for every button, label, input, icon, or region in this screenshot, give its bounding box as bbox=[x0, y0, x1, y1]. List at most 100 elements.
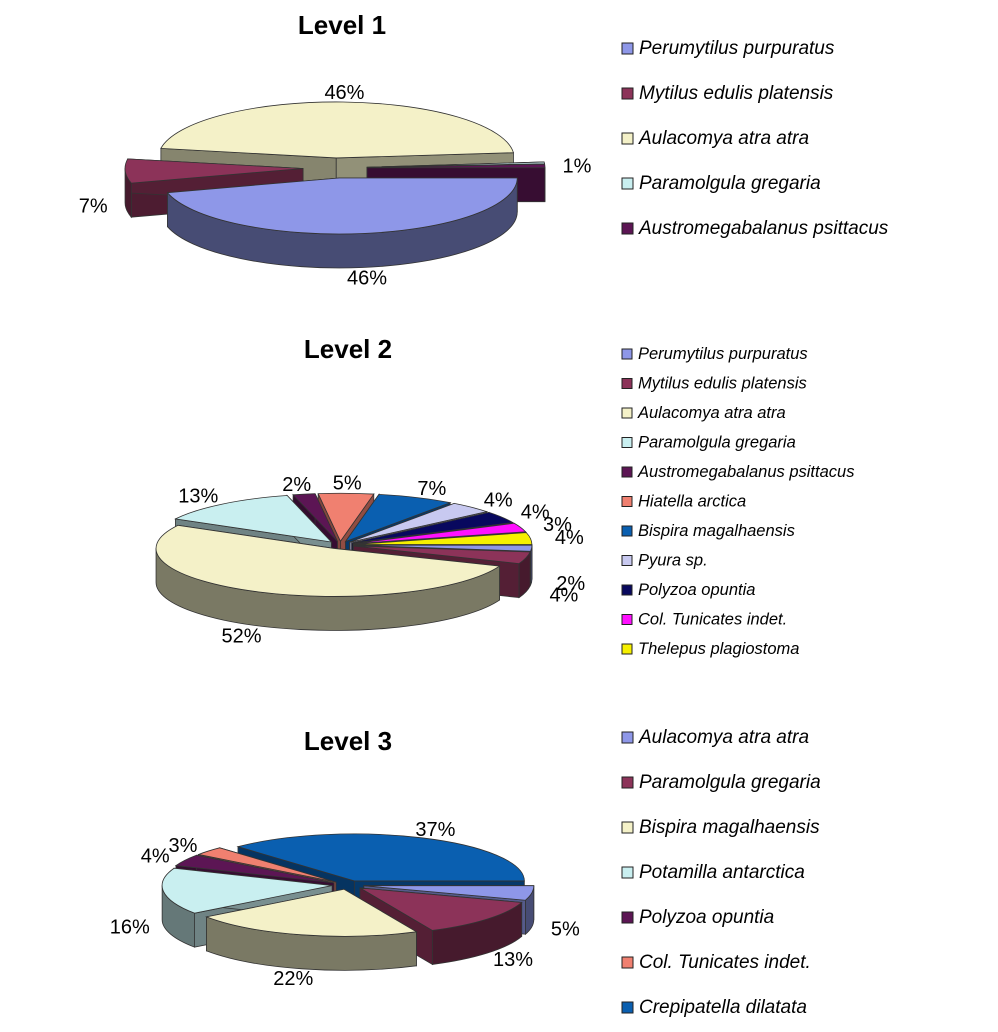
legend-swatch bbox=[621, 496, 633, 507]
data-label: 46% bbox=[347, 267, 387, 289]
pie-slice bbox=[155, 524, 501, 631]
legend-item: Pyura sp. bbox=[621, 552, 708, 570]
legend-item: Polyzoa opuntia bbox=[621, 907, 774, 928]
legend-label: Mytilus edulis platensis bbox=[638, 375, 807, 393]
data-label: 4% bbox=[484, 490, 513, 512]
data-label: 1% bbox=[562, 156, 591, 178]
legend-label: Austromegabalanus psittacus bbox=[637, 463, 854, 481]
legend-swatch bbox=[621, 378, 633, 389]
chart-level-3: Level 3 5% 13% 22% 16% 4%3% 37% Aulacomya atra… bbox=[110, 726, 821, 1018]
data-label: 3% bbox=[543, 514, 572, 536]
legend-label: Col. Tunicates indet. bbox=[638, 611, 787, 629]
legend-swatch bbox=[621, 555, 633, 566]
legend-swatch bbox=[621, 42, 634, 55]
legend-label: Perumytilus purpuratus bbox=[638, 345, 808, 363]
legend-swatch bbox=[621, 614, 633, 625]
legend-item: Paramolgula gregaria bbox=[621, 173, 821, 194]
data-label: 3% bbox=[169, 835, 198, 857]
legend-label: Paramolgula gregaria bbox=[638, 434, 796, 452]
data-label: 4% bbox=[549, 585, 578, 607]
legend-label: Aulacomya atra atra bbox=[638, 128, 809, 149]
pie-slice bbox=[166, 177, 518, 269]
legend-swatch bbox=[621, 222, 634, 235]
legend-item: Aulacomya atra atra bbox=[621, 404, 786, 422]
legend-item: Hiatella arctica bbox=[621, 493, 746, 511]
legend-label: Aulacomya atra atra bbox=[637, 404, 786, 422]
legend-item: Mytilus edulis platensis bbox=[621, 375, 807, 393]
legend-label: Mytilus edulis platensis bbox=[639, 83, 834, 104]
legend-label: Bispira magalhaensis bbox=[639, 817, 820, 838]
legend-label: Paramolgula gregaria bbox=[639, 772, 821, 793]
legend-item: Thelepus plagiostoma bbox=[621, 640, 799, 658]
legend-swatch bbox=[621, 87, 634, 100]
legend-swatch bbox=[621, 731, 634, 744]
data-label: 13% bbox=[493, 949, 533, 971]
legend-item: Perumytilus purpuratus bbox=[621, 345, 808, 363]
legend-swatch bbox=[621, 821, 634, 834]
legend-item: Polyzoa opuntia bbox=[621, 581, 755, 599]
data-label: 46% bbox=[324, 82, 364, 104]
legend-swatch bbox=[621, 348, 633, 360]
legend-label: Crepipatella dilatata bbox=[639, 997, 807, 1018]
chart-level-1: Level 1 46% 7% 46% 1% Perumytilus purpuratus… bbox=[79, 10, 889, 289]
legend-swatch bbox=[621, 866, 634, 879]
legend-swatch bbox=[621, 177, 634, 190]
data-label: 4% bbox=[555, 527, 584, 549]
legend-item: Aulacomya atra atra bbox=[621, 128, 809, 149]
legend-label: Perumytilus purpuratus bbox=[639, 38, 835, 59]
legend-item: Col. Tunicates indet. bbox=[621, 952, 811, 973]
chart-level-2: Level 2 2%4%52%13%2% 5% 7%4%4%3%4%Perumyti… bbox=[155, 334, 854, 658]
legend-label: Hiatella arctica bbox=[638, 493, 746, 511]
chart-title: Level 1 bbox=[298, 10, 386, 40]
legend-item: Potamilla antarctica bbox=[621, 862, 805, 883]
chart-title: Level 3 bbox=[304, 726, 392, 756]
legend-item: Bispira magalhaensis bbox=[621, 817, 820, 838]
legend-item: Bispira magalhaensis bbox=[621, 522, 795, 540]
legend-item: Austromegabalanus psittacus bbox=[621, 218, 889, 239]
legend-swatch bbox=[621, 643, 633, 655]
legend-item: Paramolgula gregaria bbox=[621, 772, 821, 793]
data-label: 4% bbox=[141, 846, 170, 868]
data-label: 2% bbox=[556, 573, 585, 595]
legend-item: Austromegabalanus psittacus bbox=[621, 463, 854, 481]
data-label: 2% bbox=[282, 474, 311, 496]
legend-swatch bbox=[621, 466, 633, 478]
legend-item: Aulacomya atra atra bbox=[621, 727, 809, 748]
pie-slice bbox=[205, 888, 418, 971]
legend-label: Bispira magalhaensis bbox=[638, 522, 795, 540]
legend-swatch bbox=[621, 911, 634, 924]
legend-swatch bbox=[621, 776, 634, 789]
data-label: 37% bbox=[415, 819, 455, 841]
legend-label: Col. Tunicates indet. bbox=[639, 952, 811, 973]
legend-label: Austromegabalanus psittacus bbox=[638, 218, 889, 239]
legend-swatch bbox=[621, 132, 634, 145]
data-label: 5% bbox=[551, 919, 580, 941]
legend-swatch bbox=[621, 584, 633, 596]
data-label: 4% bbox=[521, 502, 550, 524]
data-label: 52% bbox=[222, 625, 262, 647]
legend-item: Col. Tunicates indet. bbox=[621, 611, 787, 629]
legend-label: Paramolgula gregaria bbox=[639, 173, 821, 194]
legend-label: Pyura sp. bbox=[638, 552, 708, 570]
legend-label: Potamilla antarctica bbox=[639, 862, 805, 883]
data-label: 22% bbox=[273, 968, 313, 990]
legend-label: Aulacomya atra atra bbox=[638, 727, 809, 748]
legend-item: Paramolgula gregaria bbox=[621, 434, 796, 452]
chart-title: Level 2 bbox=[304, 334, 392, 364]
legend-swatch bbox=[621, 525, 633, 537]
legend-swatch bbox=[621, 407, 633, 419]
legend-item: Mytilus edulis platensis bbox=[621, 83, 834, 104]
legend-swatch bbox=[621, 437, 633, 448]
legend-label: Polyzoa opuntia bbox=[639, 907, 774, 928]
data-label: 5% bbox=[333, 473, 362, 495]
legend-swatch bbox=[621, 1001, 634, 1014]
legend-swatch bbox=[621, 956, 634, 969]
legend-label: Polyzoa opuntia bbox=[638, 581, 755, 599]
data-label: 16% bbox=[110, 917, 150, 939]
data-label: 7% bbox=[417, 478, 446, 500]
legend-item: Crepipatella dilatata bbox=[621, 997, 807, 1018]
data-label: 13% bbox=[178, 486, 218, 508]
legend-label: Thelepus plagiostoma bbox=[638, 640, 799, 658]
data-label: 7% bbox=[79, 196, 108, 218]
